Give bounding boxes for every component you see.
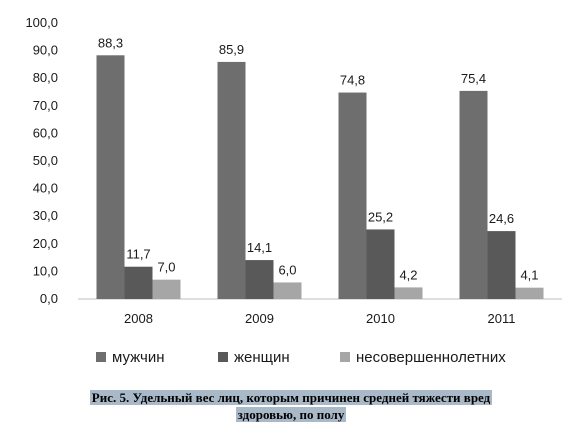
legend-label: мужчин [112,349,165,366]
legend-swatch [218,352,228,362]
bar [96,55,125,300]
data-label: 25,2 [368,209,393,224]
legend-label: несовершеннолетних [356,349,506,366]
data-label: 7,0 [157,260,175,275]
y-tick-label: 90,0 [33,43,58,58]
legend-swatch [96,352,106,362]
y-tick-label: 10,0 [33,263,58,278]
bar [515,287,544,299]
data-label: 4,1 [520,268,538,283]
bar [459,90,488,299]
data-label: 4,2 [399,267,417,282]
x-tick-label: 2011 [488,311,516,326]
x-tick-label: 2010 [366,311,395,326]
bar [217,61,246,299]
caption-line-1: Рис. 5. Удельный вес лиц, которым причин… [89,390,493,405]
y-tick-label: 40,0 [33,181,58,196]
bar [366,229,395,299]
legend-label: женщин [234,349,290,366]
data-label: 75,4 [461,71,486,86]
bar [124,266,153,299]
y-tick-label: 80,0 [33,70,58,85]
y-tick-label: 60,0 [33,125,58,140]
data-label: 11,7 [126,247,150,262]
data-label: 6,0 [278,262,296,277]
data-label: 74,8 [340,73,365,88]
bar [338,92,367,299]
y-tick-label: 0,0 [40,291,58,306]
data-label: 85,9 [219,42,244,57]
figure-caption: Рис. 5. Удельный вес лиц, которым причин… [40,389,542,423]
y-tick-label: 50,0 [33,153,58,168]
bar [394,287,423,299]
bar [152,279,181,299]
y-tick-label: 20,0 [33,236,58,251]
x-tick-label: 2009 [245,311,274,326]
bar [487,231,516,299]
legend-swatch [340,352,350,362]
data-label: 88,3 [98,35,123,50]
data-label: 14,1 [247,240,272,255]
bar [273,282,302,299]
x-tick-label: 2008 [124,311,153,326]
y-tick-label: 100,0 [25,15,58,30]
y-tick-label: 70,0 [33,98,58,113]
data-label: 24,6 [489,211,514,226]
y-tick-label: 30,0 [33,208,58,223]
caption-line-2: здоровью, по полу [235,407,347,422]
bar [245,260,274,299]
